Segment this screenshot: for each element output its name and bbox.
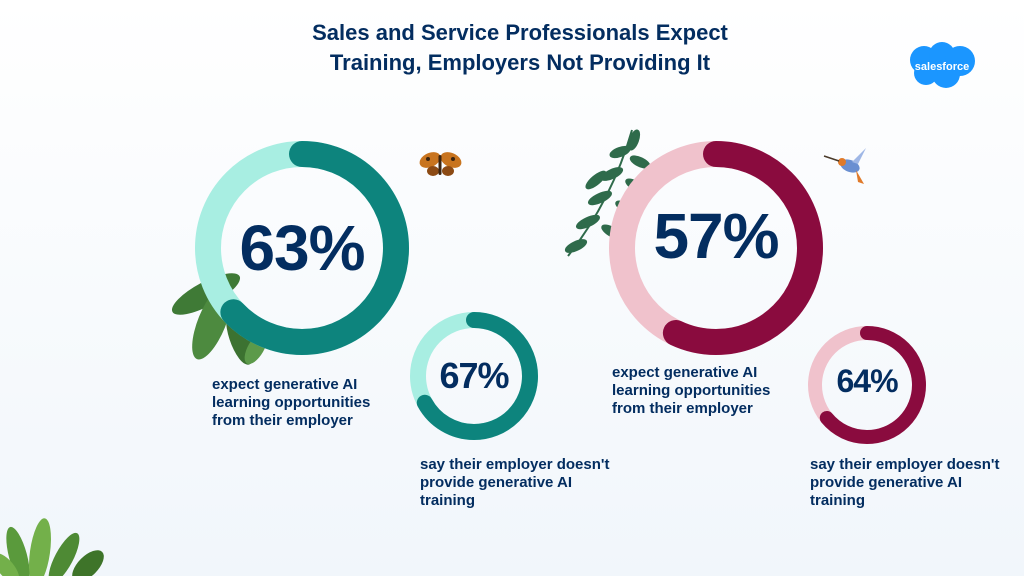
caption-line: learning opportunities [212,394,371,411]
logo-wordmark: salesforce [915,61,969,73]
caption-line: provide generative AI [420,474,572,491]
salesforce-logo: salesforce [910,42,975,88]
donut-value-arc [195,141,409,355]
caption-line: learning opportunities [612,382,771,399]
caption-line: from their employer [612,400,753,417]
caption-line: expect generative AI [612,364,758,381]
donut-chart-57 [609,141,823,355]
donut-chart-64 [808,326,926,444]
value-label-64: 64% [836,362,898,399]
title-line-2: Training, Employers Not Providing It [329,50,711,75]
title-line-1: Sales and Service Professionals Expect [312,20,728,45]
butterfly-icon [419,152,462,176]
caption-line: say their employer doesn't [810,456,1000,473]
caption-line: provide generative AI [810,474,962,491]
caption-line: say their employer doesn't [420,456,610,473]
caption-line: expect generative AI [212,376,358,393]
donut-value-arc [410,312,538,440]
caption-67: say their employer doesn't provide gener… [420,456,609,510]
value-label-57: 57% [653,200,779,272]
caption-64: say their employer doesn't provide gener… [810,456,999,510]
value-label-67: 67% [439,355,509,396]
donut-chart-67 [410,312,538,440]
hummingbird-icon [823,148,866,184]
page-title: Sales and Service Professionals Expect T… [220,18,820,78]
donut-value-arc [808,326,926,444]
caption-63: expect generative AI learning opportunit… [212,376,370,430]
caption-57: expect generative AI learning opportunit… [612,364,770,418]
caption-line: training [420,492,475,509]
donut-chart-63 [195,141,409,355]
caption-line: training [810,492,865,509]
caption-line: from their employer [212,412,353,429]
plant-icon [0,518,104,576]
value-label-63: 63% [239,212,365,284]
donut-value-arc [609,141,823,355]
